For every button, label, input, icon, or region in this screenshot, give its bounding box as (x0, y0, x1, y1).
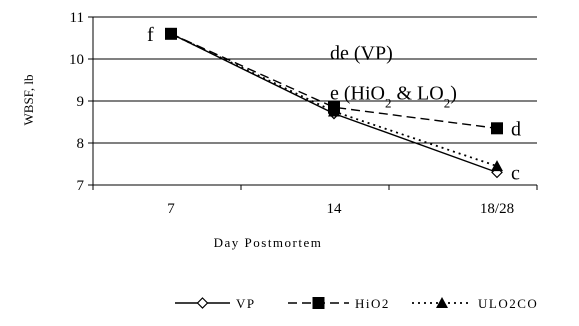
series-line (170, 33, 498, 129)
legend-label: ULO2CO (478, 296, 538, 311)
axes (88, 16, 538, 190)
annotation-d: d (511, 118, 521, 140)
series-ulo2co (165, 27, 503, 172)
legend: VP HiO2 ULO2CO (175, 296, 538, 311)
y-tick-label: 9 (77, 94, 85, 110)
legend-item-vp: VP (175, 296, 256, 311)
y-tick-labels: 7 8 9 10 11 (69, 10, 85, 194)
legend-item-hio2: HiO2 (288, 296, 390, 311)
legend-label: HiO2 (355, 296, 390, 311)
legend-marker (196, 297, 209, 309)
legend-marker (436, 297, 448, 308)
legend-marker (312, 297, 325, 309)
data-point (165, 27, 177, 39)
y-tick-label: 11 (70, 10, 84, 26)
x-tick-label: 14 (327, 201, 343, 217)
x-tick-label: 7 (167, 201, 175, 217)
annotation-e: e (HiO2 & LO2) (330, 83, 457, 111)
annotation-de: de (VP) (330, 43, 393, 65)
annotation-c: c (511, 162, 520, 184)
x-tick-label: 18/28 (480, 201, 514, 217)
annotation-f: f (147, 24, 154, 46)
annotation-part: ) (450, 83, 457, 105)
y-tick-label: 8 (77, 136, 85, 152)
y-tick-label: 10 (69, 52, 84, 68)
x-tick-labels: 7 14 18/28 (167, 201, 514, 217)
data-point (328, 105, 340, 117)
gridlines (93, 16, 537, 144)
x-axis-label: Day Postmortem (214, 235, 323, 250)
data-point (491, 122, 503, 135)
annotation-part: e (HiO (330, 83, 385, 105)
subscript: 2 (385, 95, 392, 110)
annotations: fde (VP)e (HiO2 & LO2)dc (147, 24, 521, 185)
series-group (165, 27, 503, 179)
subscript: 2 (444, 95, 451, 110)
annotation-part: & LO (391, 83, 443, 105)
y-axis-label: WBSF, lb (21, 75, 36, 126)
legend-item-ulo2co: ULO2CO (412, 296, 538, 311)
legend-label: VP (236, 296, 256, 311)
y-tick-label: 7 (77, 178, 85, 194)
data-point (491, 160, 503, 172)
